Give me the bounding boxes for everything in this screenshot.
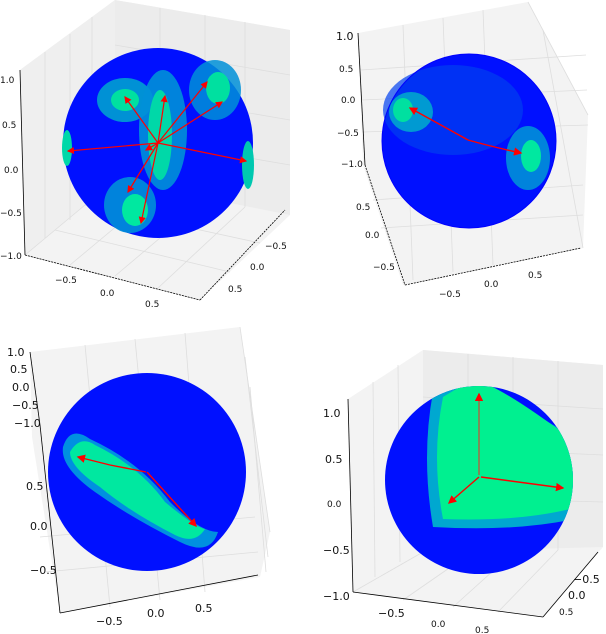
svg-text:0.0: 0.0 [100, 289, 115, 299]
svg-text:0.5: 0.5 [195, 602, 213, 615]
svg-text:0.5: 0.5 [325, 453, 343, 466]
svg-text:0.5: 0.5 [26, 480, 44, 493]
z-axis: 1.0 0.5 0.0 −0.5 −1.0 [0, 69, 26, 262]
x-axis: −0.5 0.0 0.5 [352, 591, 544, 634]
svg-text:0.0: 0.0 [30, 520, 48, 533]
svg-text:0.0: 0.0 [431, 620, 446, 630]
sphere-plot-svg: 1.0 0.5 0.0 −0.5 −1.0 0.5 0.0 −0.5 −0.5 … [336, 1, 589, 300]
svg-text:−0.5: −0.5 [323, 544, 350, 557]
sphere-surface [385, 386, 573, 574]
z-axis: 1.0 0.5 0.0 −0.5 −1.0 [7, 346, 41, 430]
svg-text:0.5: 0.5 [10, 363, 28, 376]
svg-text:0.5: 0.5 [339, 65, 353, 75]
svg-text:−0.5: −0.5 [12, 399, 39, 412]
sphere-plot-svg: 1.0 0.5 0.0 −0.5 −1.0 0.5 0.0 −0.5 −0.5 … [7, 326, 271, 628]
svg-text:−0.5: −0.5 [573, 573, 600, 586]
svg-text:1.0: 1.0 [336, 30, 354, 43]
svg-text:0.5: 0.5 [475, 626, 489, 634]
svg-text:0.5: 0.5 [145, 300, 159, 310]
svg-text:−0.5: −0.5 [96, 615, 123, 628]
x-axis: −0.5 0.0 0.5 [24, 254, 201, 310]
svg-text:0.5: 0.5 [528, 271, 542, 281]
y-axis: 0.5 0.0 −0.5 [356, 164, 406, 286]
plot-bottom-left: 1.0 0.5 0.0 −0.5 −1.0 0.5 0.0 −0.5 −0.5 … [0, 317, 303, 634]
svg-text:1.0: 1.0 [323, 407, 341, 420]
svg-text:0.0: 0.0 [365, 231, 380, 241]
y-axis: 0.5 0.0 −0.5 [26, 424, 61, 614]
vector-arrows [408, 107, 523, 156]
y-axis: −0.5 0.0 0.5 [199, 209, 287, 301]
svg-text:0.0: 0.0 [484, 280, 499, 290]
plot-bottom-right: 1.0 0.5 0.0 −0.5 −1.0 −0.5 0.0 0.5 −0.5 … [303, 317, 606, 634]
svg-text:−1.0: −1.0 [0, 252, 22, 262]
svg-text:0.0: 0.0 [147, 607, 165, 620]
svg-text:0.5: 0.5 [559, 608, 573, 618]
z-axis: 1.0 0.5 0.0 −0.5 −1.0 [323, 398, 354, 603]
svg-text:−1.0: −1.0 [14, 417, 41, 430]
plot-top-left: 1.0 0.5 0.0 −0.5 −1.0 −0.5 0.0 0.5 −0.5 … [0, 0, 303, 317]
z-axis: 1.0 0.5 0.0 −0.5 −1.0 [336, 30, 366, 170]
svg-text:−1.0: −1.0 [323, 590, 350, 603]
svg-text:0.0: 0.0 [12, 381, 30, 394]
svg-text:−0.5: −0.5 [265, 242, 287, 252]
vector-arrows [447, 392, 565, 504]
svg-text:−0.5: −0.5 [30, 564, 57, 577]
svg-text:0.5: 0.5 [2, 121, 16, 131]
svg-text:−1.0: −1.0 [341, 160, 363, 170]
svg-text:−0.5: −0.5 [373, 263, 395, 273]
svg-text:0.0: 0.0 [341, 96, 356, 106]
y-axis: −0.5 0.0 0.5 [542, 551, 600, 618]
svg-text:−0.5: −0.5 [55, 276, 77, 286]
svg-text:0.0: 0.0 [568, 589, 586, 602]
vector-arrows [76, 454, 197, 528]
svg-text:0.0: 0.0 [250, 263, 265, 273]
svg-text:1.0: 1.0 [7, 346, 25, 359]
svg-text:−0.5: −0.5 [0, 209, 22, 219]
x-axis: −0.5 0.0 0.5 [404, 247, 582, 300]
vector-arrows [66, 81, 248, 225]
svg-text:0.0: 0.0 [4, 166, 19, 176]
svg-text:−0.5: −0.5 [337, 129, 359, 139]
sphere-plot-svg: 1.0 0.5 0.0 −0.5 −1.0 −0.5 0.0 0.5 −0.5 … [323, 350, 604, 634]
x-axis: −0.5 0.0 0.5 [59, 574, 259, 628]
svg-text:−0.5: −0.5 [439, 290, 461, 300]
plot-top-right: 1.0 0.5 0.0 −0.5 −1.0 0.5 0.0 −0.5 −0.5 … [303, 0, 606, 317]
svg-text:0.5: 0.5 [356, 203, 370, 213]
svg-text:0.5: 0.5 [228, 285, 242, 295]
sphere-plot-svg: 1.0 0.5 0.0 −0.5 −1.0 −0.5 0.0 0.5 −0.5 … [0, 0, 291, 310]
svg-text:1.0: 1.0 [0, 76, 15, 86]
svg-text:−0.5: −0.5 [378, 607, 405, 620]
svg-text:0.0: 0.0 [327, 500, 342, 510]
